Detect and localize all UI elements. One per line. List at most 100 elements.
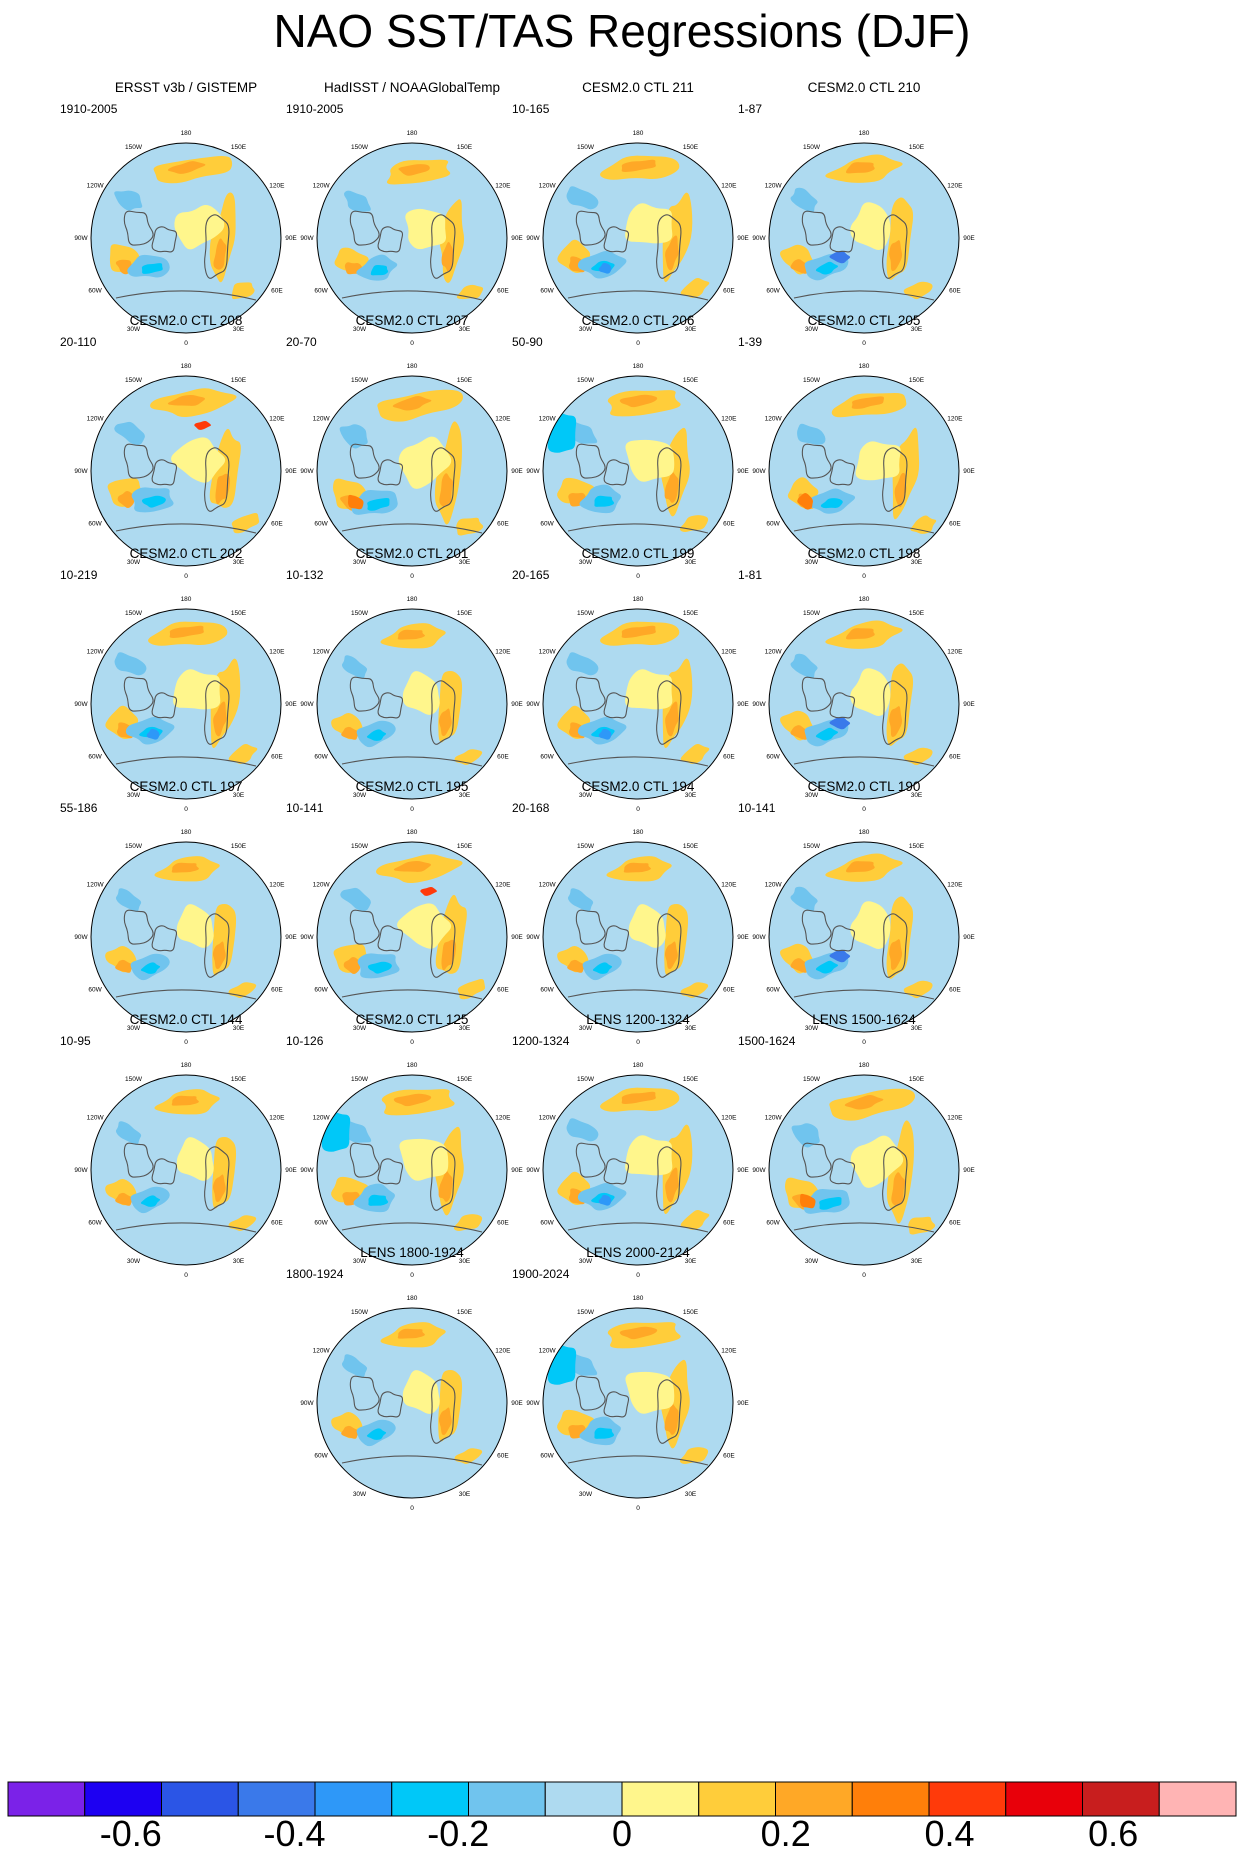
pacific-warm-core [397, 629, 425, 640]
labrador-cold-core [815, 261, 839, 275]
longitude-label: 0 [636, 1272, 640, 1279]
africa-warm-anomaly [679, 515, 709, 533]
longitude-label: 120E [495, 1348, 511, 1355]
arctic-neutral-anomaly [402, 671, 440, 715]
longitude-label: 90W [300, 1400, 314, 1407]
africa-warm-anomaly [228, 743, 258, 764]
longitude-label: 60E [949, 754, 961, 761]
longitude-label: 150W [351, 1309, 369, 1316]
colorbar-tick-label: 0.6 [1088, 1813, 1139, 1854]
longitude-label: 120W [313, 1348, 331, 1355]
map-panel: 180 150E 120E 90E 60E 30E 0 30W 60W 90W 120W 150W CE… [732, 777, 996, 1049]
eurasia-warm-core [439, 473, 453, 507]
north-america-outline [801, 210, 832, 246]
eurasia-warm-core [889, 706, 903, 738]
north-america-cold-anomaly [790, 187, 818, 213]
north-america-outline [575, 1142, 606, 1178]
panel-years: 10-219 [60, 568, 98, 582]
longitude-label: 150W [351, 377, 369, 384]
longitude-label: 60W [88, 521, 102, 528]
longitude-label: 150W [577, 377, 595, 384]
map-field [317, 1308, 507, 1498]
polar-map: 180 150E 120E 90E 60E 30E 0 30W 60W 90W 120W 150W [74, 363, 297, 580]
pacific-warm-core [845, 162, 875, 174]
longitude-label: 60W [540, 1453, 554, 1460]
greenland-outline [603, 925, 630, 952]
longitude-label: 90E [511, 468, 523, 475]
longitude-label: 30W [127, 326, 141, 333]
longitude-label: 120W [313, 649, 331, 656]
panel-years: 1200-1324 [512, 1034, 570, 1048]
longitude-label: 60E [949, 288, 961, 295]
longitude-label: 60W [766, 1220, 780, 1227]
north-america-cold-anomaly [115, 888, 142, 912]
longitude-label: 90W [526, 468, 540, 475]
longitude-label: 120W [765, 882, 783, 889]
panel-years: 20-70 [286, 335, 317, 349]
map-border [768, 841, 960, 1033]
longitude-label: 180 [633, 596, 644, 603]
southern-coast-outline [567, 989, 709, 1000]
longitude-label: 30E [911, 1025, 923, 1032]
longitude-label: 180 [859, 829, 870, 836]
longitude-label: 60E [723, 754, 735, 761]
colorbar-bin [851, 1781, 930, 1817]
colorbar-tick-label: -0.4 [263, 1813, 326, 1854]
longitude-label: 90W [752, 1167, 766, 1174]
longitude-label: 120E [947, 183, 963, 190]
longitude-label: 150W [351, 1076, 369, 1083]
southern-coast-outline [341, 1222, 483, 1233]
longitude-label: 120W [539, 183, 557, 190]
longitude-label: 60W [314, 987, 328, 994]
panel-title: CESM2.0 CTL 190 [807, 779, 921, 794]
north-america-outline [801, 443, 832, 479]
southern-coast-outline [567, 756, 709, 767]
longitude-label: 30E [685, 326, 697, 333]
polar-map: 180 150E 120E 90E 60E 30E 0 30W 60W 90W 120W 150W [74, 596, 297, 813]
map-panel: 180 150E 120E 90E 60E 30E 0 30W 60W 90W 120W 150W LE… [280, 1243, 544, 1515]
longitude-label: 180 [633, 1295, 644, 1302]
polar-map: 180 150E 120E 90E 60E 30E 0 30W 60W 90W 120W 150W [526, 1295, 749, 1512]
longitude-label: 120W [313, 882, 331, 889]
greenland-outline [151, 692, 178, 719]
longitude-label: 150E [457, 610, 473, 617]
map-field [769, 609, 959, 799]
longitude-label: 150E [909, 377, 925, 384]
longitude-label: 30E [685, 1491, 697, 1498]
longitude-label: 0 [636, 340, 640, 347]
panel-years: 1800-1924 [286, 1267, 344, 1281]
longitude-label: 120E [495, 882, 511, 889]
eurasia-outline [430, 680, 456, 745]
coastlines [793, 443, 935, 534]
longitude-label: 60W [540, 288, 554, 295]
map-border [542, 841, 734, 1033]
longitude-label: 120E [721, 1115, 737, 1122]
longitude-label: 90E [511, 701, 523, 708]
longitude-label: 180 [859, 596, 870, 603]
longitude-label: 0 [410, 1505, 414, 1512]
colorbar-bin [161, 1781, 239, 1817]
longitude-label: 150E [457, 843, 473, 850]
north-america-outline [349, 909, 380, 945]
map-field [543, 1308, 733, 1498]
longitude-label: 120E [721, 183, 737, 190]
longitude-label: 150W [125, 377, 143, 384]
longitude-label: 150E [231, 1076, 247, 1083]
map-field [91, 842, 281, 1032]
north-america-cold-anomaly [341, 1354, 368, 1378]
longitude-label: 90W [74, 701, 88, 708]
north-america-outline [349, 443, 380, 479]
map-panel: 180 150E 120E 90E 60E 30E 0 30W 60W 90W 120W 150W CE… [732, 311, 996, 583]
panel-title: CESM2.0 CTL 202 [129, 546, 243, 561]
polar-map: 180 150E 120E 90E 60E 30E 0 30W 60W 90W 120W 150W [752, 1062, 975, 1279]
pacific-warm-core [619, 1326, 658, 1340]
siberia-hot-spot [194, 421, 211, 430]
longitude-label: 150E [683, 1076, 699, 1083]
longitude-label: 60W [314, 521, 328, 528]
arctic-neutral-anomaly [850, 1135, 904, 1188]
longitude-label: 30E [459, 1258, 471, 1265]
siberia-hot-spot [420, 887, 437, 896]
polar-map: 180 150E 120E 90E 60E 30E 0 30W 60W 90W 120W 150W [752, 596, 975, 813]
eurasia-outline [882, 214, 908, 279]
map-border [768, 608, 960, 800]
